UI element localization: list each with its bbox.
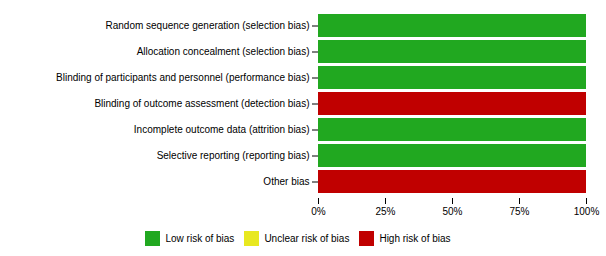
svg-text:Selective reporting (reporting: Selective reporting (reporting bias) bbox=[157, 150, 310, 161]
svg-text:25%: 25% bbox=[375, 206, 395, 217]
svg-text:Incomplete outcome data (attri: Incomplete outcome data (attrition bias) bbox=[134, 124, 310, 135]
svg-text:Random sequence generation (se: Random sequence generation (selection bi… bbox=[105, 20, 309, 31]
html-text:Unclear risk of bias: Unclear risk of bias bbox=[264, 233, 350, 244]
svg-text:Allocation concealment (select: Allocation concealment (selection bias) bbox=[137, 46, 310, 57]
svg-text:100%: 100% bbox=[574, 206, 600, 217]
html-text:Low risk of bias: Low risk of bias bbox=[165, 233, 235, 244]
svg-text:Blinding of participants and p: Blinding of participants and personnel (… bbox=[56, 72, 309, 83]
svg-text:Blinding of outcome assessment: Blinding of outcome assessment (detectio… bbox=[94, 98, 309, 109]
html-text:High risk of bias: High risk of bias bbox=[379, 233, 451, 244]
svg-text:0%: 0% bbox=[311, 206, 326, 217]
svg-text:Other bias: Other bias bbox=[263, 176, 309, 187]
svg-text:50%: 50% bbox=[442, 206, 462, 217]
svg-text:75%: 75% bbox=[509, 206, 529, 217]
